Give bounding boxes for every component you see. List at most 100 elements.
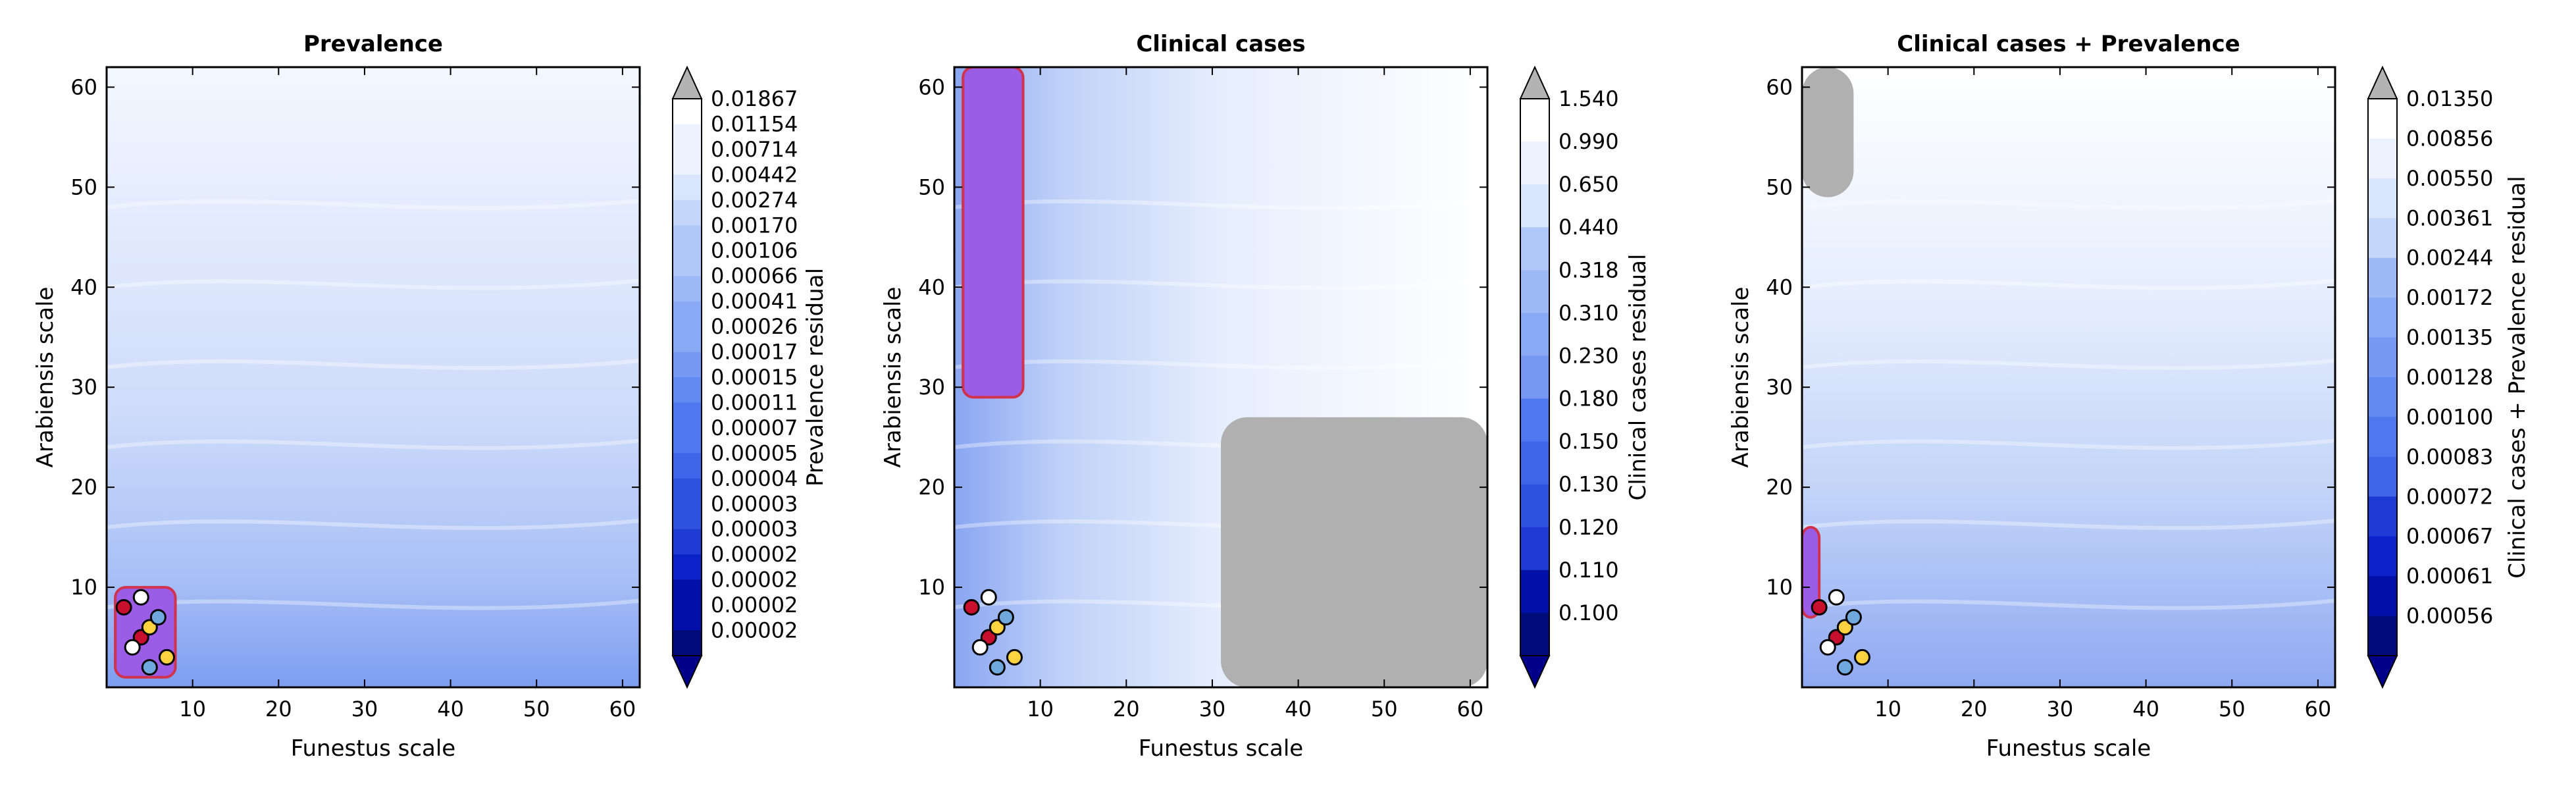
contour-line <box>1802 438 2335 450</box>
colorbar-tick-label: 0.00003 <box>711 517 798 542</box>
colorbar-tick-label: 0.00007 <box>711 415 798 440</box>
y-axis-label: Arabiensis scale <box>1728 287 1754 468</box>
colorbar-extend-top <box>2367 65 2398 99</box>
colorbar-tick-label: 0.01154 <box>711 111 798 136</box>
colorbar-extend-bottom <box>671 655 703 689</box>
colorbar-tick-label: 0.00056 <box>2406 604 2493 629</box>
colorbar-segment <box>673 605 702 631</box>
data-marker <box>1853 648 1870 666</box>
colorbar-tick-label: 0.100 <box>1558 600 1619 625</box>
colorbar-tick-label: 0.00170 <box>711 213 798 238</box>
y-tick-label: 30 <box>918 375 945 400</box>
x-tick-label: 10 <box>1027 697 1054 722</box>
colorbar-segment <box>673 327 702 353</box>
colorbar-segment <box>1520 398 1549 442</box>
colorbar-segment <box>2368 257 2397 298</box>
y-tick-label: 60 <box>70 74 97 99</box>
colorbar-tick-label: 0.00004 <box>711 466 798 491</box>
contour-line <box>107 438 640 450</box>
colorbar-segment <box>2368 576 2397 617</box>
data-marker <box>124 639 141 656</box>
y-tick-label: 50 <box>918 174 945 199</box>
colorbar-tick-label: 0.00244 <box>2406 246 2493 271</box>
plot-area <box>1802 67 2335 687</box>
colorbar-segment <box>673 554 702 581</box>
axes-frame <box>953 66 1489 689</box>
x-tick-label: 60 <box>1457 697 1484 722</box>
contour-line <box>1802 198 2335 210</box>
colorbar-tick-label: 0.230 <box>1558 343 1619 368</box>
colorbar-tick-label: 0.00128 <box>2406 365 2493 390</box>
axes-frame <box>1801 66 2336 689</box>
colorbar-segment <box>1520 527 1549 571</box>
data-marker <box>963 598 980 616</box>
x-tick-label: 50 <box>2219 697 2246 722</box>
colorbar-segment <box>673 124 702 150</box>
colorbar-tick-label: 0.00015 <box>711 365 798 390</box>
x-axis-label: Funestus scale <box>1986 735 2151 762</box>
colorbar-segment <box>1520 484 1549 528</box>
colorbar-tick-label: 0.00002 <box>711 592 798 618</box>
colorbar-tick-label: 0.120 <box>1558 515 1619 540</box>
x-tick-label: 10 <box>179 697 206 722</box>
colorbar-tick-label: 0.318 <box>1558 257 1619 282</box>
highlight-region-1 <box>1221 417 1487 687</box>
colorbar-tick-label: 0.110 <box>1558 558 1619 583</box>
y-tick-label: 60 <box>1766 74 1793 99</box>
colorbar-frame <box>672 98 702 656</box>
data-marker <box>980 589 997 606</box>
colorbar-extend-top <box>1519 65 1551 99</box>
colorbar-segment <box>2368 496 2397 537</box>
colorbar-segment <box>2368 536 2397 577</box>
colorbar-segment <box>1520 569 1549 614</box>
contour-line <box>107 358 640 370</box>
colorbar-segment <box>2368 218 2397 259</box>
colorbar-segment <box>673 276 702 302</box>
colorbar-frame <box>2367 98 2398 656</box>
colorbar-tick-label: 0.00072 <box>2406 484 2493 509</box>
colorbar-tick-label: 0.00856 <box>2406 126 2493 151</box>
colorbar-segment <box>2368 298 2397 338</box>
colorbar-tick-label: 0.00005 <box>711 440 798 465</box>
chart-panel-1: 10 20 30 40 50 60 10 20 30 40 50 60 Clinical cases Fu… <box>880 31 1651 762</box>
x-tick-label: 60 <box>2305 697 2332 722</box>
x-tick-label: 30 <box>2047 697 2074 722</box>
colorbar-tick-label: 0.01350 <box>2406 86 2493 111</box>
highlight-region-0 <box>962 67 1025 399</box>
colorbar-segment <box>1520 99 1549 142</box>
y-axis-label: Arabiensis scale <box>880 287 906 468</box>
colorbar-tick-label: 1.540 <box>1558 86 1619 111</box>
colorbar-extend-bottom <box>1519 655 1551 689</box>
colorbar-tick-label: 0.00061 <box>2406 564 2493 589</box>
colorbar-segment <box>2368 456 2397 497</box>
colorbar-segment <box>1520 270 1549 313</box>
colorbar-segment <box>673 377 702 403</box>
colorbar-segment <box>673 301 702 327</box>
plot-area <box>954 67 1487 687</box>
y-axis-label: Arabiensis scale <box>32 287 59 468</box>
contour-line <box>1802 278 2335 290</box>
x-tick-label: 10 <box>1874 697 1901 722</box>
contour-fill <box>1802 67 2335 687</box>
y-tick-label: 30 <box>70 375 97 400</box>
data-marker <box>149 609 167 626</box>
chart-title: Prevalence <box>303 31 443 57</box>
colorbar-tick-label: 0.650 <box>1558 172 1619 197</box>
colorbar-label: Prevalence residual <box>802 268 829 487</box>
colorbar-segment <box>673 478 702 504</box>
contour-line <box>1802 518 2335 531</box>
colorbar-tick-label: 0.00002 <box>711 618 798 643</box>
x-tick-label: 20 <box>1113 697 1140 722</box>
colorbar-extend-bottom <box>2367 655 2398 689</box>
colorbar-tick-label: 0.00083 <box>2406 444 2493 469</box>
y-tick-label: 40 <box>70 275 97 300</box>
colorbar-segment <box>673 199 702 226</box>
y-tick-label: 50 <box>1766 174 1793 199</box>
data-marker <box>971 639 989 656</box>
colorbar-segment <box>673 174 702 201</box>
colorbar-tick-label: 0.440 <box>1558 215 1619 240</box>
colorbar-tick-label: 0.00002 <box>711 567 798 592</box>
plot-area <box>107 67 640 687</box>
contour-line <box>107 198 640 210</box>
